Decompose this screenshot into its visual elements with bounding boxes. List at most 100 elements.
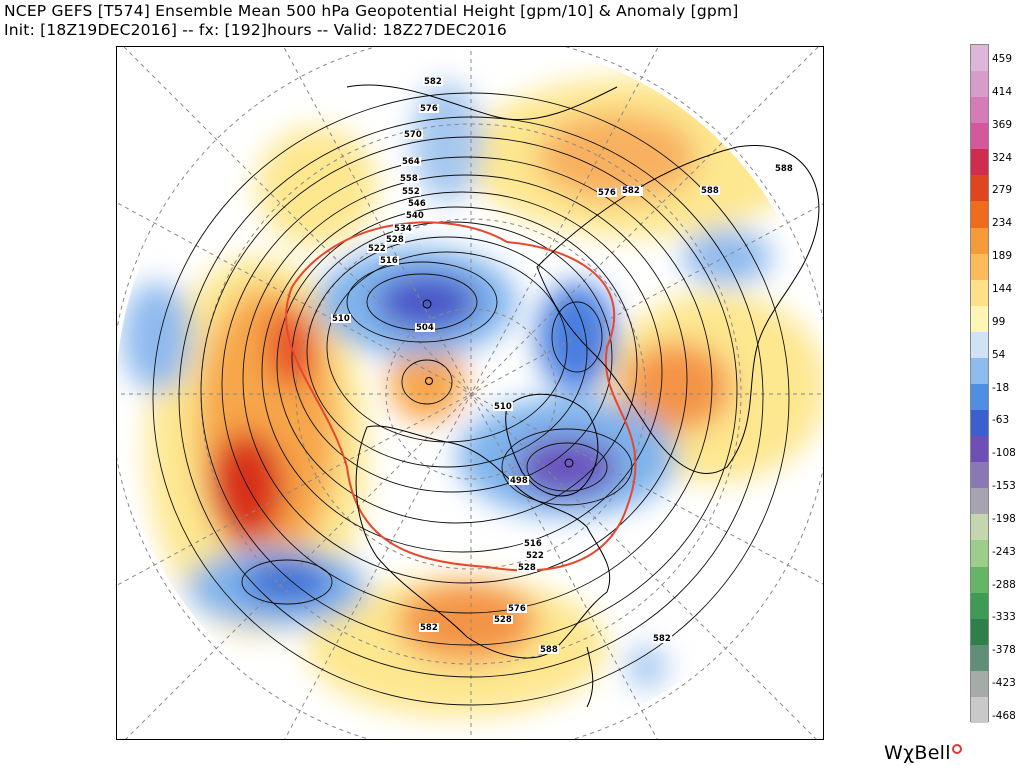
colorbar-tick-label: 459 [992, 53, 1013, 65]
colorbar-tick-label: 99 [992, 315, 1006, 328]
colorbar-tick-label: 324 [992, 151, 1013, 164]
colorbar-segment [971, 566, 988, 594]
height-contour [261, 191, 663, 553]
svg-text:570: 570 [404, 130, 422, 140]
anomaly-positive-europe-core [622, 342, 732, 432]
contour-label: 582 [652, 634, 672, 644]
contour-label: 510 [331, 314, 351, 324]
contour-label: 546 [407, 199, 427, 209]
graticule-meridian-d [117, 203, 823, 586]
colorbar-segment [971, 462, 988, 489]
anomaly-negative-east [682, 229, 772, 285]
height-contour [401, 359, 453, 405]
colorbar-tick-label: 279 [992, 184, 1013, 197]
height-contour [221, 156, 713, 614]
svg-text:528: 528 [518, 563, 536, 573]
colorbar-segment [971, 618, 988, 646]
svg-text:552: 552 [402, 187, 420, 197]
colorbar-segment [971, 71, 988, 98]
svg-text:558: 558 [400, 174, 418, 184]
contour-label: 576 [419, 104, 439, 114]
colorbar-tick-label: -153 [992, 480, 1016, 493]
colorbar-tick-label: 234 [992, 217, 1013, 230]
height-contour [241, 559, 333, 605]
colorbar-segment [971, 227, 988, 255]
high-center-marker [425, 377, 433, 385]
anomaly-negative-pacific-core [242, 560, 332, 604]
height-contour [242, 174, 688, 584]
title-block: NCEP GEFS [T574] Ensemble Mean 500 hPa G… [4, 2, 739, 40]
height-contour [306, 236, 588, 468]
anomaly-positive-arctic [389, 342, 465, 422]
svg-text:510: 510 [332, 314, 350, 324]
colorbar-tick-label: -18 [992, 381, 1010, 394]
coastline-greenland [505, 393, 599, 497]
svg-text:498: 498 [510, 476, 528, 486]
contour-label: 588 [774, 164, 794, 174]
colorbar-segment [971, 488, 988, 515]
colorbar-tick-label: -378 [992, 644, 1016, 657]
svg-text:516: 516 [524, 539, 542, 549]
colorbar-segment [971, 436, 988, 463]
svg-text:588: 588 [775, 164, 793, 174]
anomaly-negative-polar-core [377, 274, 477, 330]
colorbar-segment [971, 357, 988, 385]
logo-dot-icon [951, 744, 962, 754]
colorbar-tick-label: -108 [992, 447, 1016, 460]
colorbar-segment [971, 670, 988, 698]
svg-text:582: 582 [622, 186, 640, 196]
logo-text: WχBell [884, 742, 951, 764]
low-center-marker [422, 299, 432, 309]
svg-text:516: 516 [380, 256, 398, 266]
contour-label: 558 [399, 174, 419, 184]
height-contour [152, 92, 790, 706]
svg-text:588: 588 [540, 645, 558, 655]
anomaly-positive-us-core [397, 582, 537, 662]
colorbar-segment [971, 410, 988, 437]
colorbar-segment [971, 644, 988, 672]
colorbar-tick-label: 189 [992, 250, 1013, 263]
colorbar-segment [971, 123, 988, 150]
svg-text:564: 564 [402, 157, 420, 167]
contour-label: 582 [621, 186, 641, 196]
contour-label: 528 [385, 235, 405, 245]
svg-text:510: 510 [494, 402, 512, 412]
colorbar-tick-label: -288 [992, 578, 1016, 591]
height-contour [276, 206, 638, 524]
height-contour [346, 261, 498, 343]
contour-label: 552 [401, 187, 421, 197]
colorbar-segment [971, 514, 988, 541]
colorbar-segment [971, 253, 988, 281]
svg-text:528: 528 [494, 615, 512, 625]
hemisphere-map[interactable]: 582 576 570 564 558 552 546 540 534 528 … [117, 47, 824, 740]
colorbar-tick-label: 369 [992, 118, 1013, 131]
contour-label: 588 [700, 186, 720, 196]
colorbar-segment [971, 331, 988, 359]
chart-title: NCEP GEFS [T574] Ensemble Mean 500 hPa G… [4, 2, 739, 20]
colorbar-segment [971, 305, 988, 333]
contour-label: 498 [509, 476, 529, 486]
low-center-marker [564, 458, 574, 468]
coastline-eurasia [536, 145, 820, 474]
svg-text:504: 504 [416, 323, 434, 333]
contour-label: 522 [367, 244, 387, 254]
colorbar-tick-label: 54 [992, 348, 1006, 361]
colorbar-tick-label: -243 [992, 545, 1016, 558]
svg-text:522: 522 [368, 244, 386, 254]
contour-label: 576 [507, 604, 527, 614]
colorbar-tick-label: -63 [992, 414, 1010, 427]
anomaly-shading [122, 77, 823, 717]
coastline-florida [586, 646, 594, 708]
height-contour [178, 116, 764, 678]
contour-label: 564 [401, 157, 421, 167]
chart-subtitle: Init: [18Z19DEC2016] -- fx: [192]hours -… [4, 21, 507, 39]
contour-label: 510 [493, 402, 513, 412]
coastlines [346, 84, 820, 708]
contour-label: 516 [379, 256, 399, 266]
svg-text:546: 546 [408, 199, 426, 209]
colorbar-segment [971, 45, 988, 72]
colorbar-tick-label: -198 [992, 512, 1016, 525]
anomaly-negative-atlantic [627, 645, 667, 689]
map-panel[interactable]: 582 576 570 564 558 552 546 540 534 528 … [116, 46, 824, 740]
contour-labels: 582 576 570 564 558 552 546 540 534 528 … [331, 77, 794, 655]
